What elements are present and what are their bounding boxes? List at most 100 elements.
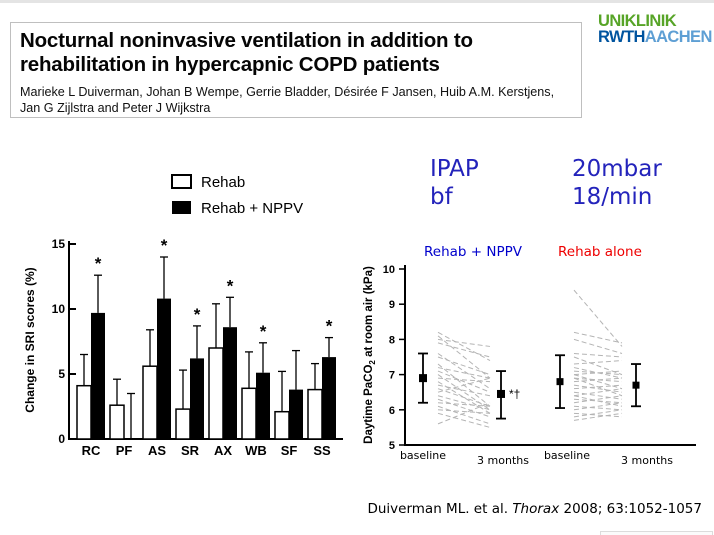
legend-label-rehab: Rehab [201, 174, 245, 191]
bar-nppv-AS [157, 298, 171, 439]
logo-uniklinik-text: UNIKLINIK [598, 12, 677, 30]
patient-line [437, 356, 491, 376]
x-axis-label: baseline [400, 449, 446, 462]
logo-aachen-text: AACHEN [644, 28, 713, 46]
patient-line [437, 388, 491, 407]
bar-nppv-SS [322, 357, 336, 439]
x-category-label: SS [313, 443, 331, 458]
bar-nppv-RC [91, 312, 105, 439]
patient-line [573, 331, 623, 344]
patient-line [437, 353, 491, 390]
citation-volume: 2008; 63:1052-1057 [559, 501, 702, 517]
y-tick-label: 10 [52, 302, 66, 316]
mean-marker [632, 381, 640, 389]
mean-marker [556, 378, 564, 386]
mean-marker [419, 374, 427, 383]
bf-value: 18/min [572, 184, 653, 210]
patient-line [437, 402, 491, 407]
patient-line [437, 395, 491, 411]
bar-rehab-WB [241, 387, 257, 440]
ventilator-setting-labels: IPAP bf [430, 155, 479, 211]
sri-bar-chart: Rehab Rehab + NPPV 0 5 10 15 Change in SRI sco… [23, 174, 343, 458]
paco2-paired-chart: 5 6 7 8 9 10 Daytime PaCO2 at room air (kPa) *†… [363, 264, 696, 467]
patient-line [437, 338, 491, 347]
patient-line [437, 335, 491, 379]
paper-title: Nocturnal noninvasive ventilation in add… [20, 29, 473, 76]
ipap-value: 20mbar [572, 156, 662, 182]
y-tick-label: 10 [383, 264, 395, 276]
bar-rehab-AX [208, 347, 224, 440]
group-label-rehab-nppv: Rehab + NPPV [424, 244, 522, 260]
patient-line [437, 409, 491, 414]
x-axis-label: baseline [544, 449, 590, 462]
significance-annotation: *† [509, 387, 520, 401]
patient-line [437, 342, 491, 358]
patient-line [573, 398, 623, 404]
bf-label: bf [430, 184, 453, 210]
bar-nppv-AX [223, 327, 237, 439]
patient-line [437, 384, 491, 397]
significance-star: * [326, 317, 333, 336]
patient-line [437, 377, 491, 383]
legend-swatch-rehab [171, 174, 192, 189]
bar-rehab-SR [175, 408, 191, 440]
significance-star: * [194, 305, 201, 324]
patient-line [573, 370, 623, 376]
x-category-label: AX [214, 443, 232, 458]
ipap-label: IPAP [430, 156, 479, 182]
patient-line [437, 402, 491, 425]
patient-line [573, 409, 623, 418]
patient-line [437, 374, 491, 411]
bar-rehab-RC [76, 384, 92, 440]
patient-line [437, 377, 491, 393]
uniklinik-rwth-aachen-logo: UNIKLINIK RWTHAACHEN [598, 12, 713, 46]
patient-line [573, 402, 623, 411]
y-tick-label: 0 [58, 432, 65, 446]
patient-line [573, 289, 623, 347]
patient-line [437, 331, 491, 361]
mean-marker [497, 389, 505, 398]
patient-line [573, 377, 623, 383]
bar-rehab-SF [274, 410, 290, 440]
significance-star: * [227, 276, 234, 295]
x-category-label: SR [181, 443, 200, 458]
clipped-footer-bar [600, 531, 713, 535]
patient-line [437, 367, 491, 379]
patient-line [573, 388, 623, 397]
patient-line [573, 412, 623, 421]
patient-line [573, 384, 623, 390]
ventilator-setting-values: 20mbar 18/min [572, 155, 662, 211]
citation: Duiverman ML. et al. Thorax 2008; 63:105… [367, 501, 702, 517]
patient-line [573, 352, 623, 358]
x-axis-label: 3 months [621, 454, 673, 467]
citation-authors: Duiverman ML. et al. [367, 501, 513, 517]
top-edge-strip [0, 0, 714, 3]
legend-swatch-nppv [172, 201, 191, 214]
patient-line [437, 405, 491, 425]
patient-line [573, 412, 623, 418]
patient-line [437, 370, 491, 393]
x-category-label: AS [148, 443, 166, 458]
patient-line [573, 395, 623, 404]
y-tick-label: 15 [52, 237, 66, 251]
citation-journal: Thorax [512, 501, 560, 517]
x-axis-label: 3 months [477, 454, 529, 467]
bar-rehab-SS [307, 388, 323, 440]
paper-authors: Marieke L Duiverman, Johan B Wempe, Gerr… [20, 84, 555, 115]
bar-nppv-WB [256, 372, 270, 439]
y-tick-label: 5 [58, 367, 65, 381]
patient-line [437, 398, 491, 418]
y-tick-label: 5 [389, 440, 395, 452]
x-category-label: SF [281, 443, 298, 458]
bar-nppv-SR [190, 358, 204, 439]
x-category-label: PF [116, 443, 133, 458]
significance-star: * [95, 254, 102, 273]
y-tick-label: 6 [389, 405, 395, 417]
patient-line [573, 338, 623, 354]
group-label-rehab-alone: Rehab alone [558, 244, 642, 260]
y-axis-title: Daytime PaCO2 at room air (kPa) [363, 266, 377, 444]
bar-rehab-PF [109, 404, 125, 440]
y-tick-label: 7 [389, 370, 395, 382]
x-category-label: RC [82, 443, 101, 458]
